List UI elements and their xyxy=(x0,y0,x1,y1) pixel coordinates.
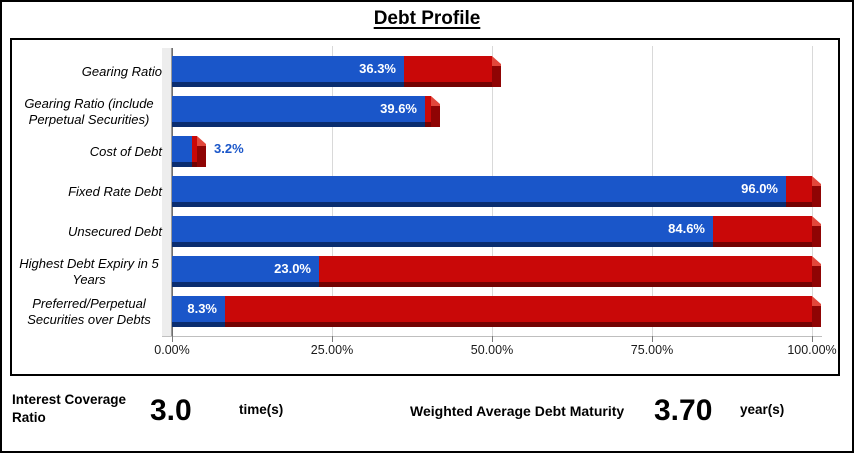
bar-end-cap xyxy=(812,216,821,247)
category-label-text: Highest Debt Expiry in 5 Years xyxy=(19,255,159,287)
interest-coverage-ratio-unit: time(s) xyxy=(239,402,284,417)
bar-end-cap xyxy=(812,176,821,207)
category-label-text: Gearing Ratio xyxy=(81,63,162,79)
category-label-text: Preferred/Perpetual Securities over Debt… xyxy=(27,295,151,327)
weighted-avg-debt-maturity-unit: year(s) xyxy=(740,402,785,417)
bar-segment-blue xyxy=(172,96,425,127)
axis-tick-label: 0.00% xyxy=(154,343,190,357)
category-label: Gearing Ratio xyxy=(12,56,162,87)
category-label-text: Unsecured Debt xyxy=(68,223,162,239)
bar-end-cap xyxy=(812,296,821,327)
category-label: Unsecured Debt xyxy=(12,216,162,247)
category-label: Fixed Rate Debt xyxy=(12,176,162,207)
category-label-text: Cost of Debt xyxy=(89,143,162,159)
bar-segment-blue xyxy=(172,256,319,287)
bar-segment-red xyxy=(786,176,812,207)
axis-tick xyxy=(172,336,173,342)
bar-segment-red xyxy=(225,296,812,327)
axis-tick xyxy=(652,336,653,342)
bar-value-label: 8.3% xyxy=(187,301,217,316)
bar-segment-red xyxy=(192,136,197,167)
bar-segment-red xyxy=(404,56,492,87)
weighted-avg-debt-maturity-value: 3.70 xyxy=(654,394,713,427)
axis-tick-label: 100.00% xyxy=(787,343,837,357)
bar-value-label: 96.0% xyxy=(741,181,778,196)
axis-3d-wall xyxy=(162,48,172,337)
weighted-avg-debt-maturity-label: Weighted Average Debt Maturity xyxy=(410,403,625,419)
bar-end-cap xyxy=(492,56,501,87)
bar-end-cap xyxy=(431,96,440,127)
bar-segment-blue xyxy=(172,176,786,207)
bar-value-label: 3.2% xyxy=(214,141,244,156)
category-label-text: Fixed Rate Debt xyxy=(68,183,162,199)
bar-value-label: 39.6% xyxy=(380,101,417,116)
category-label: Highest Debt Expiry in 5 Years xyxy=(12,256,162,287)
bar-value-label: 23.0% xyxy=(274,261,311,276)
axis-tick xyxy=(812,336,813,342)
chart-title: Debt Profile xyxy=(373,8,481,29)
bar-end-cap xyxy=(197,136,206,167)
axis-tick xyxy=(492,336,493,342)
category-label: Gearing Ratio (include Perpetual Securit… xyxy=(12,96,162,127)
bar-segment-red xyxy=(319,256,812,287)
bar-value-label: 84.6% xyxy=(668,221,705,236)
category-label-text: Gearing Ratio (include Perpetual Securit… xyxy=(24,95,154,127)
interest-coverage-ratio-value: 3.0 xyxy=(150,394,192,427)
interest-coverage-ratio-label: Interest Coverage Ratio xyxy=(12,392,127,425)
chart-plot-frame: 0.00% 25.00% 50.00% 75.00% 100.00% Gearing R… xyxy=(10,38,840,376)
axis-tick-label: 25.00% xyxy=(310,343,354,357)
category-label: Preferred/Perpetual Securities over Debt… xyxy=(12,296,162,327)
bar-segment-blue xyxy=(172,56,404,87)
bar-segment-red xyxy=(713,216,812,247)
bar-segment-blue xyxy=(172,136,192,167)
bar-end-cap xyxy=(812,256,821,287)
bar-segment-blue xyxy=(172,296,225,327)
axis-tick-label: 50.00% xyxy=(470,343,514,357)
axis-tick-label: 75.00% xyxy=(630,343,674,357)
category-label: Cost of Debt xyxy=(12,136,162,167)
axis-tick xyxy=(332,336,333,342)
bar-segment-blue xyxy=(172,216,713,247)
bar-value-label: 36.3% xyxy=(359,61,396,76)
bar-segment-red xyxy=(425,96,431,127)
